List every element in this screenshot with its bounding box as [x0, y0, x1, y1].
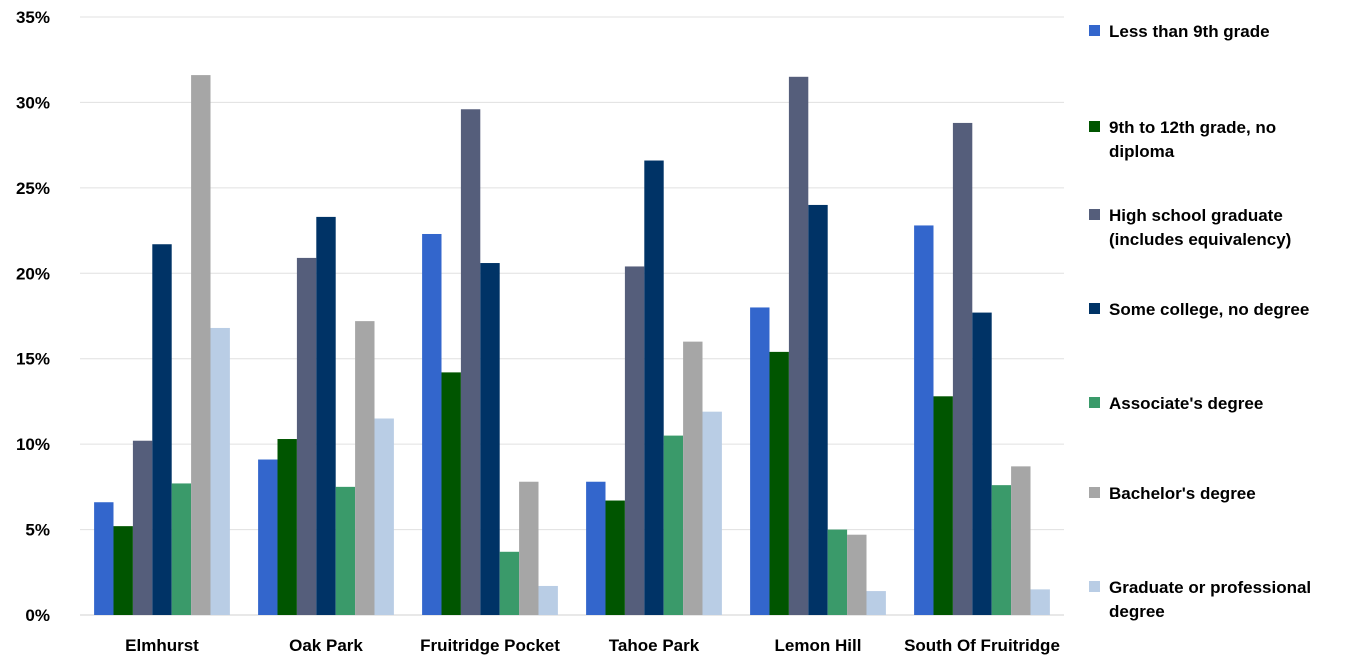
- bar-tahoe-park-series-1: [605, 500, 625, 615]
- bar-tahoe-park-series-6: [702, 411, 722, 615]
- bar-fruitridge-pocket-series-3: [480, 263, 500, 615]
- x-category-label: South Of Fruitridge: [904, 636, 1060, 655]
- bar-fruitridge-pocket-series-4: [499, 551, 520, 615]
- bar-oak-park-series-2: [296, 257, 317, 615]
- gridlines: [80, 16, 1064, 616]
- y-tick-label: 25%: [16, 179, 50, 198]
- legend-swatch: [1089, 303, 1100, 314]
- x-category-label: Tahoe Park: [609, 636, 700, 655]
- legend-item: Some college, no degree: [1089, 298, 1339, 322]
- bar-lemon-hill-series-6: [866, 591, 886, 615]
- legend-swatch: [1089, 25, 1100, 36]
- legend-item: 9th to 12th grade, no diploma: [1089, 116, 1339, 164]
- bar-south-of-fruitridge-series-6: [1030, 589, 1050, 615]
- legend-label: Some college, no degree: [1109, 300, 1310, 319]
- y-tick-label: 5%: [25, 521, 50, 540]
- x-category-label: Lemon Hill: [775, 636, 862, 655]
- legend-item: High school graduate (includes equivalen…: [1089, 204, 1339, 252]
- legend-swatch: [1089, 209, 1100, 220]
- legend-item: Graduate or professional degree: [1089, 576, 1339, 624]
- bar-elmhurst-series-5: [191, 75, 211, 615]
- bar-oak-park-series-3: [316, 216, 336, 615]
- bar-elmhurst-series-6: [210, 327, 230, 615]
- bar-fruitridge-pocket-series-6: [538, 585, 558, 615]
- bar-south-of-fruitridge-series-3: [972, 312, 992, 615]
- bar-oak-park-series-4: [335, 486, 356, 615]
- y-tick-label: 15%: [16, 350, 50, 369]
- legend-label: Graduate or professional degree: [1109, 578, 1312, 621]
- bar-tahoe-park-series-2: [624, 266, 645, 615]
- bar-fruitridge-pocket-series-2: [460, 109, 481, 616]
- bar-fruitridge-pocket-series-0: [422, 233, 442, 615]
- bar-lemon-hill-series-1: [769, 351, 789, 615]
- y-tick-label: 10%: [16, 435, 50, 454]
- y-tick-label: 30%: [16, 93, 50, 112]
- legend-label: Bachelor's degree: [1109, 484, 1256, 503]
- bar-oak-park-series-0: [258, 459, 278, 615]
- bar-south-of-fruitridge-series-0: [914, 225, 934, 615]
- bar-lemon-hill-series-3: [808, 204, 828, 615]
- x-category-label: Oak Park: [289, 636, 363, 655]
- x-category-label: Fruitridge Pocket: [420, 636, 560, 655]
- bar-oak-park-series-5: [355, 321, 375, 615]
- legend-item: Associate's degree: [1089, 392, 1339, 416]
- bar-lemon-hill-series-5: [847, 534, 867, 615]
- bar-south-of-fruitridge-series-2: [952, 122, 973, 615]
- bar-south-of-fruitridge-series-4: [991, 485, 1012, 615]
- legend-swatch: [1089, 121, 1100, 132]
- bar-elmhurst-series-3: [152, 244, 172, 616]
- y-tick-label: 35%: [16, 8, 50, 27]
- legend-item: Bachelor's degree: [1089, 482, 1339, 506]
- legend-label: High school graduate (includes equivalen…: [1109, 206, 1292, 249]
- bars: [94, 75, 1050, 616]
- legend-swatch: [1089, 397, 1100, 408]
- bar-oak-park-series-1: [277, 439, 297, 615]
- bar-lemon-hill-series-2: [788, 76, 809, 616]
- legend-item: Less than 9th grade: [1089, 20, 1339, 44]
- bar-elmhurst-series-1: [113, 526, 133, 615]
- bar-lemon-hill-series-0: [750, 307, 770, 615]
- y-tick-label: 20%: [16, 264, 50, 283]
- x-category-label: Elmhurst: [125, 636, 199, 655]
- legend-label: Associate's degree: [1109, 394, 1264, 413]
- bar-elmhurst-series-4: [171, 483, 192, 615]
- y-axis-ticks: 0% 5% 10% 15% 20% 25% 30% 35%: [16, 8, 50, 625]
- bar-tahoe-park-series-5: [683, 341, 703, 615]
- bar-chart: 0% 5% 10% 15% 20% 25% 30% 35% Elmhurst Oak Park F…: [16, 8, 1064, 655]
- legend-label: 9th to 12th grade, no diploma: [1109, 118, 1277, 161]
- bar-fruitridge-pocket-series-5: [519, 481, 539, 615]
- legend-swatch: [1089, 581, 1100, 592]
- bar-elmhurst-series-2: [132, 440, 153, 615]
- bar-tahoe-park-series-3: [644, 160, 664, 615]
- bar-south-of-fruitridge-series-5: [1011, 466, 1031, 615]
- legend-swatch: [1089, 487, 1100, 498]
- bar-oak-park-series-6: [374, 418, 394, 615]
- bar-south-of-fruitridge-series-1: [933, 396, 953, 615]
- bar-tahoe-park-series-0: [586, 481, 606, 615]
- bar-tahoe-park-series-4: [663, 435, 684, 615]
- bar-fruitridge-pocket-series-1: [441, 372, 461, 615]
- legend-label: Less than 9th grade: [1109, 22, 1270, 41]
- bar-lemon-hill-series-4: [827, 529, 848, 615]
- x-axis-categories: Elmhurst Oak Park Fruitridge Pocket Tahoe P…: [125, 636, 1060, 655]
- bar-elmhurst-series-0: [94, 502, 114, 615]
- y-tick-label: 0%: [25, 606, 50, 625]
